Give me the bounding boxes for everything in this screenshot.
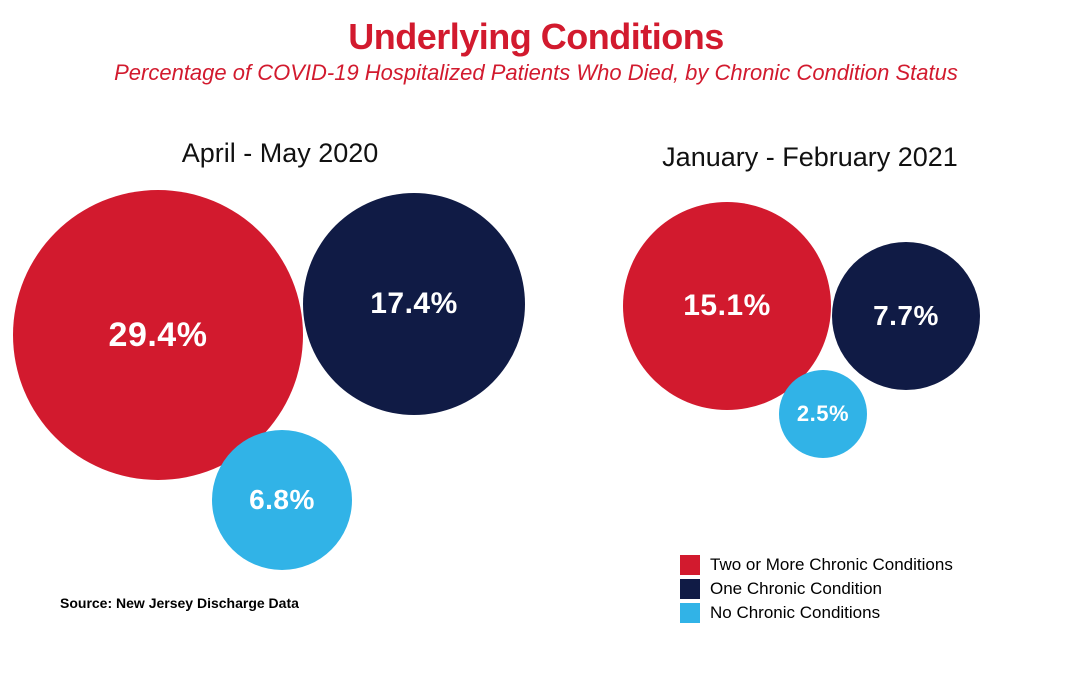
- bubble-value: 17.4%: [370, 287, 458, 321]
- bubble-value: 6.8%: [249, 484, 315, 516]
- legend: Two or More Chronic Conditions One Chron…: [680, 555, 953, 627]
- panel-label-0: April - May 2020: [100, 138, 460, 169]
- bubble-0-2: 6.8%: [212, 430, 352, 570]
- legend-item-0: Two or More Chronic Conditions: [680, 555, 953, 575]
- bubble-1-1: 7.7%: [832, 242, 980, 390]
- legend-label: Two or More Chronic Conditions: [710, 555, 953, 575]
- legend-swatch: [680, 579, 700, 599]
- bubble-value: 29.4%: [109, 316, 208, 355]
- chart-title: Underlying Conditions: [0, 16, 1072, 58]
- legend-swatch: [680, 555, 700, 575]
- legend-label: No Chronic Conditions: [710, 603, 880, 623]
- bubble-value: 2.5%: [797, 401, 849, 427]
- panel-label-1: January - February 2021: [610, 142, 1010, 173]
- legend-label: One Chronic Condition: [710, 579, 882, 599]
- chart-subtitle: Percentage of COVID-19 Hospitalized Pati…: [0, 60, 1072, 86]
- legend-item-1: One Chronic Condition: [680, 579, 953, 599]
- bubble-value: 15.1%: [683, 289, 771, 323]
- bubble-0-1: 17.4%: [303, 193, 525, 415]
- bubble-1-2: 2.5%: [779, 370, 867, 458]
- source-text: Source: New Jersey Discharge Data: [60, 595, 299, 611]
- legend-swatch: [680, 603, 700, 623]
- legend-item-2: No Chronic Conditions: [680, 603, 953, 623]
- bubble-value: 7.7%: [873, 300, 939, 332]
